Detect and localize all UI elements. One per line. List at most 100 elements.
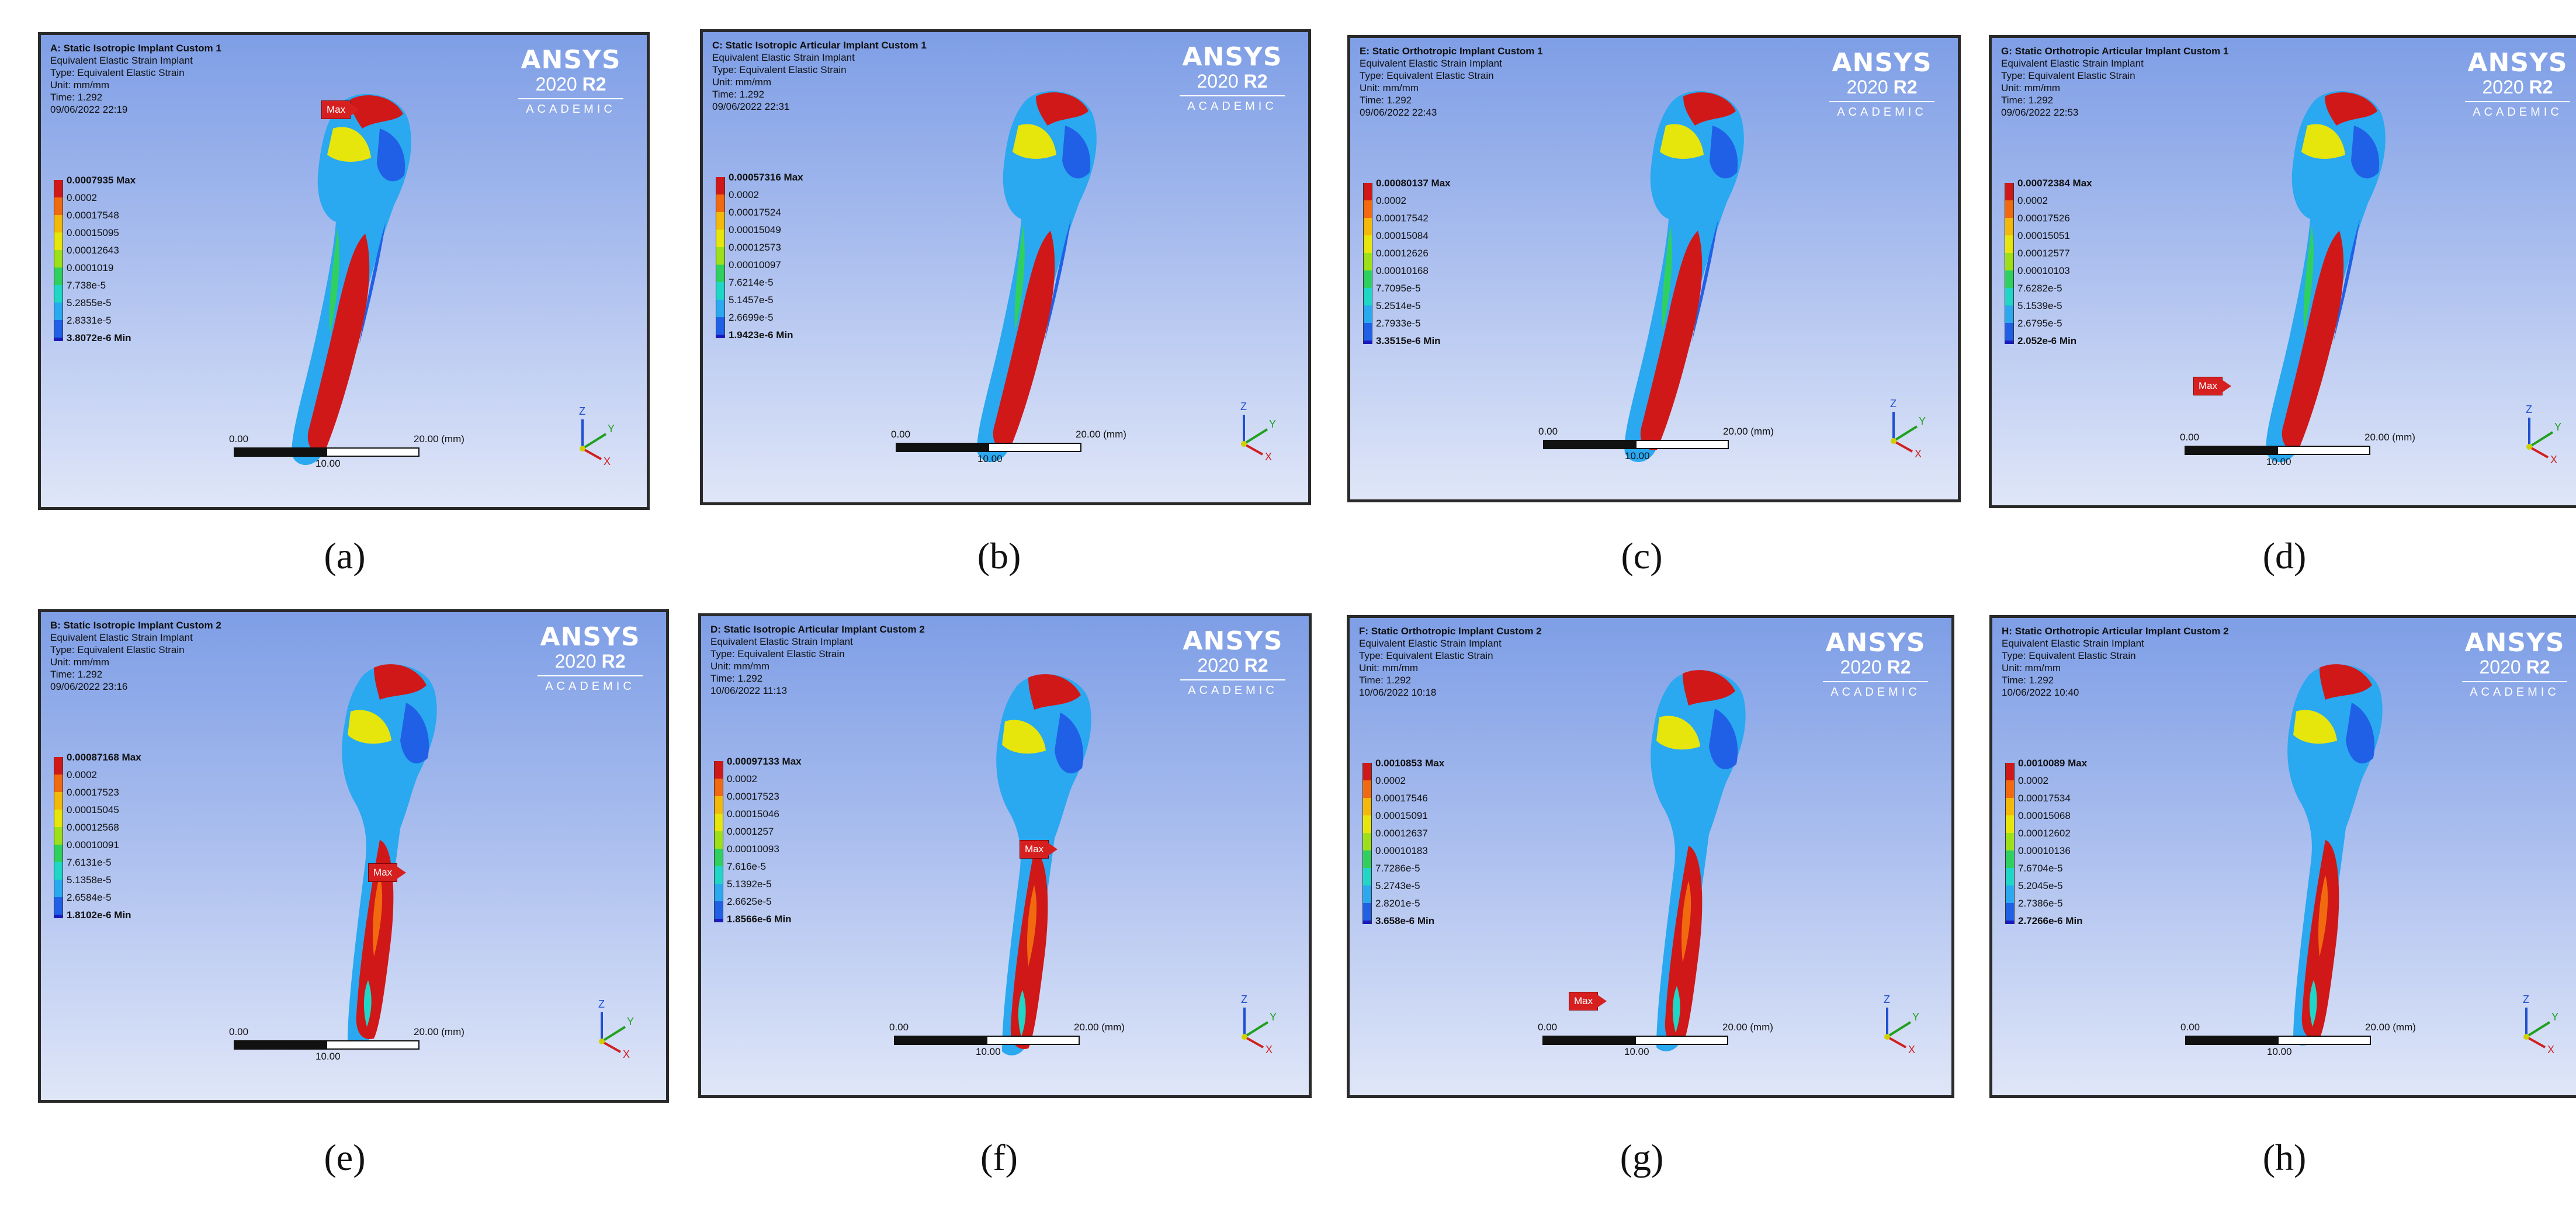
axis-triad[interactable]: Z Y X: [1870, 990, 1922, 1055]
legend-value: 0.00087168 Max: [67, 752, 141, 763]
implant-render[interactable]: [2243, 85, 2418, 494]
scale-zero: 0.00: [891, 429, 911, 440]
scale-segment-light: [1635, 440, 1729, 449]
scale-twenty: 20.00 (mm): [2365, 1022, 2416, 1033]
legend-swatch: [2005, 183, 2014, 200]
result-unit: Unit: mm/mm: [2002, 662, 2061, 673]
axis-triad[interactable]: Z Y X: [565, 402, 618, 467]
implant-render[interactable]: [954, 85, 1129, 494]
result-type: Type: Equivalent Elastic Strain: [2002, 650, 2136, 661]
result-time: Time: 1.292: [50, 92, 103, 103]
legend-value: 0.00012637: [1375, 828, 1428, 839]
z-label: Z: [2526, 404, 2532, 415]
scale-bar: 0.00 20.00 (mm) 10.00: [891, 429, 1141, 473]
legend-swatch: [2005, 850, 2015, 868]
result-timestamp: 09/06/2022 22:53: [2001, 107, 2079, 118]
strain-zone-blue: [1055, 713, 1084, 773]
axis-origin: [1241, 441, 1247, 447]
legend-swatch: [2005, 288, 2014, 305]
legend-swatch: [54, 320, 63, 338]
strain-band-green: [1014, 225, 1025, 330]
result-timestamp: 09/06/2022 22:19: [50, 104, 128, 115]
legend-value: 0.00017542: [1376, 213, 1429, 224]
legend-swatch: [2005, 218, 2014, 235]
legend-swatch: [54, 197, 63, 215]
strain-hotspot-head: [1683, 670, 1735, 706]
legend-swatch: [54, 250, 63, 268]
axis-triad[interactable]: Z Y X: [2512, 400, 2564, 466]
max-marker: Max: [1020, 840, 1058, 859]
legend-value: 0.00015051: [2017, 230, 2070, 241]
legend-swatch: [2005, 305, 2014, 323]
ansys-edition: ACADEMIC: [1187, 100, 1277, 113]
axis-triad[interactable]: Z Y X: [2509, 990, 2561, 1055]
scale-twenty: 20.00 (mm): [1076, 429, 1126, 440]
x-label: X: [1908, 1044, 1915, 1054]
z-label: Z: [1240, 401, 1247, 412]
scale-segment-dark: [2185, 446, 2278, 455]
y-label: Y: [627, 1016, 634, 1027]
subfigure-caption-h: (h): [2262, 1137, 2307, 1178]
ansys-version-release: R2: [1887, 657, 1911, 678]
implant-render[interactable]: [2238, 653, 2413, 1062]
legend-value: 2.7933e-5: [1376, 318, 1421, 329]
ansys-version: 2020 R2: [2459, 77, 2576, 98]
legend-value: 0.00015084: [1376, 230, 1429, 241]
legend-swatch: [54, 215, 63, 232]
subfigure-caption-a: (a): [324, 535, 366, 577]
strain-zone-yellow: [1660, 124, 1704, 159]
strain-spot-orange: [373, 875, 383, 957]
result-object: Equivalent Elastic Strain Implant: [50, 632, 193, 643]
legend-swatch: [1363, 253, 1372, 270]
ansys-name: ANSYS: [1183, 626, 1283, 656]
result-title: D: Static Isotropic Articular Implant Cu…: [710, 624, 925, 635]
legend-swatch: [1362, 763, 1372, 780]
legend-min-value: 3.8072e-6 Min: [67, 332, 131, 343]
strain-band-edge: [1692, 219, 1718, 342]
legend-value: 5.1457e-5: [729, 294, 774, 305]
implant-render[interactable]: [292, 653, 467, 1062]
y-label: Y: [1269, 418, 1276, 430]
implant-render[interactable]: [1601, 85, 1777, 494]
result-time: Time: 1.292: [50, 669, 103, 680]
axis-triad-graphic: Z Y X: [598, 998, 634, 1060]
legend-value: 0.00017526: [2017, 213, 2070, 224]
ansys-divider: [538, 675, 643, 676]
implant-model: [2287, 664, 2383, 1046]
scale-twenty: 20.00 (mm): [414, 1026, 464, 1037]
legend-value: 7.6704e-5: [2018, 863, 2063, 874]
scale-ten: 10.00: [2267, 1046, 2292, 1057]
axis-triad[interactable]: Z Y X: [1227, 990, 1280, 1055]
strain-zone-yellow: [1656, 716, 1700, 750]
result-panel-e: B: Static Isotropic Implant Custom 2 Equi…: [38, 609, 669, 1103]
axis-triad[interactable]: Z Y X: [1876, 394, 1929, 460]
scale-segment-light: [2277, 1036, 2371, 1045]
result-timestamp: 09/06/2022 23:16: [50, 681, 128, 692]
result-object: Equivalent Elastic Strain Implant: [710, 636, 853, 647]
strain-band-stem: [2282, 231, 2344, 450]
ansys-name: ANSYS: [1825, 628, 1926, 658]
legend-swatch: [2005, 341, 2014, 344]
strain-zone-blue: [1710, 126, 1738, 179]
legend-value: 0.00017548: [67, 210, 119, 221]
result-header: D: Static Isotropic Articular Implant Cu…: [710, 623, 925, 697]
implant-render[interactable]: [269, 88, 444, 496]
ansys-version-year: 2020: [1197, 71, 1244, 92]
scale-twenty: 20.00 (mm): [414, 433, 464, 445]
result-panel-b: C: Static Isotropic Articular Implant Cu…: [700, 29, 1311, 505]
legend-value: 0.00017524: [729, 207, 781, 218]
scale-segment-light: [2277, 446, 2370, 455]
axis-triad[interactable]: Z Y X: [584, 995, 637, 1060]
result-timestamp: 09/06/2022 22:43: [1360, 107, 1437, 118]
implant-render[interactable]: [947, 663, 1122, 1072]
ansys-name: ANSYS: [521, 45, 621, 75]
axis-triad[interactable]: Z Y X: [1226, 397, 1279, 463]
ansys-logo: ANSYS 2020 R2 ACADEMIC: [1823, 50, 1940, 119]
ansys-edition: ACADEMIC: [526, 103, 616, 116]
ansys-version-release: R2: [582, 74, 606, 95]
ansys-edition: ACADEMIC: [545, 680, 635, 693]
implant-render[interactable]: [1601, 659, 1776, 1068]
ansys-logo: ANSYS 2020 R2 ACADEMIC: [1174, 628, 1291, 697]
max-marker: Max: [1569, 992, 1607, 1010]
legend-swatch: [716, 247, 725, 265]
